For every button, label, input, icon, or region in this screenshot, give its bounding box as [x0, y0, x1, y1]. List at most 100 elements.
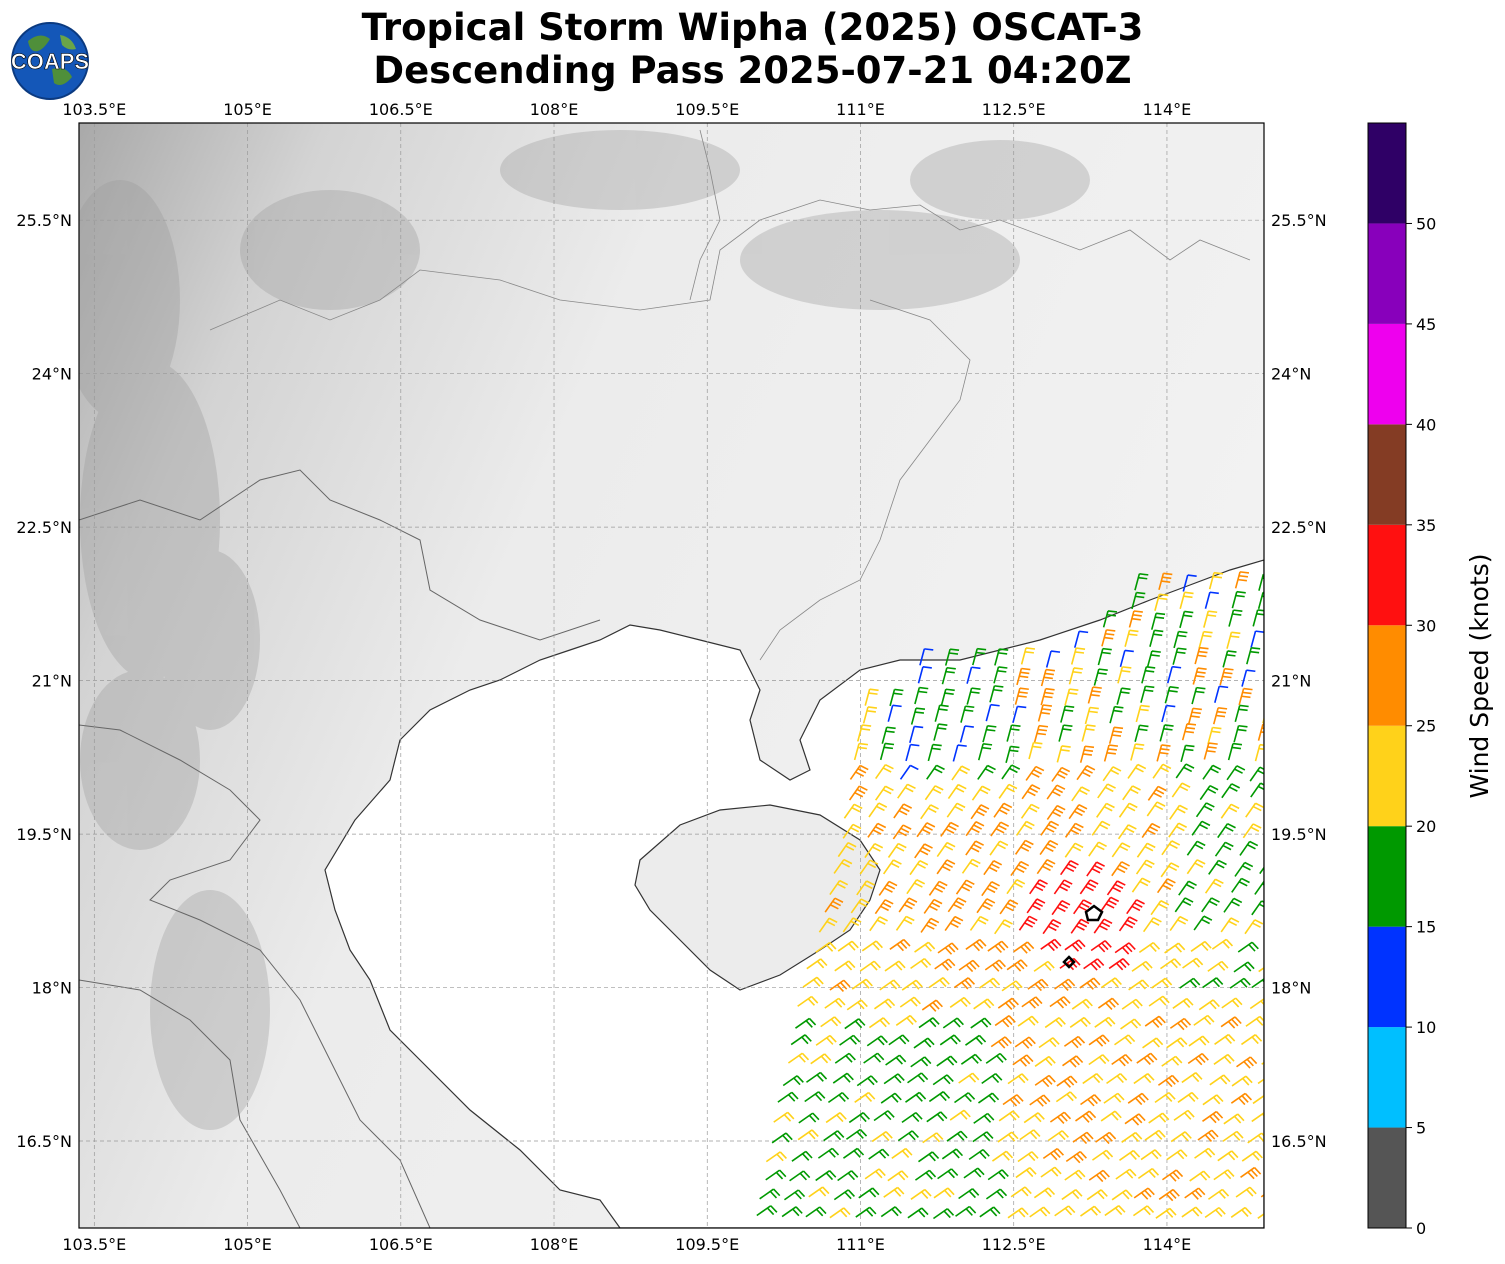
lon-tick-label-bottom: 109.5°E	[675, 1235, 739, 1254]
wind-barb	[1227, 742, 1243, 761]
wind-barb	[1100, 896, 1120, 912]
wind-barb	[999, 899, 1019, 915]
wind-barb	[1007, 1207, 1029, 1219]
colorbar-tick-label: 40	[1416, 415, 1436, 434]
wind-barb	[1173, 630, 1188, 649]
lat-tick-label-left: 21°N	[32, 672, 72, 691]
wind-barb	[1170, 1131, 1192, 1143]
wind-barb	[1079, 745, 1095, 763]
wind-barb	[1049, 1111, 1072, 1124]
wind-barb	[874, 998, 896, 1010]
wind-barb	[970, 804, 990, 820]
wind-barb	[1257, 1213, 1264, 1219]
wind-barb	[936, 841, 956, 858]
wind-barb	[1204, 1206, 1226, 1219]
wind-barb	[850, 898, 870, 914]
wind-barb	[837, 1170, 859, 1182]
wind-barb	[1234, 571, 1250, 589]
lon-tick-label-bottom: 105°E	[223, 1235, 272, 1254]
wind-barb	[1095, 1131, 1117, 1145]
wind-barb	[1220, 1016, 1242, 1029]
wind-barb	[1073, 899, 1092, 915]
wind-barb	[1230, 1092, 1253, 1106]
wind-barb	[1097, 997, 1120, 1011]
wind-barb	[966, 666, 981, 684]
wind-barb	[1219, 667, 1234, 686]
wind-barb	[1161, 1055, 1183, 1067]
chart-title-line-2: Descending Pass 2025-07-21 04:20Z	[373, 49, 1132, 92]
wind-barb	[940, 688, 955, 706]
wind-barb	[1184, 1187, 1206, 1200]
wind-barb	[1133, 1073, 1155, 1085]
wind-barb	[972, 1131, 994, 1143]
wind-barb	[1042, 1147, 1065, 1161]
wind-barb	[1118, 802, 1138, 818]
wind-barb	[1168, 822, 1187, 838]
wind-barb	[851, 978, 873, 990]
wind-barb	[1126, 899, 1145, 915]
wind-barb	[1258, 966, 1264, 973]
wind-barb	[1198, 630, 1213, 649]
lon-tick-label-top: 106.5°E	[369, 100, 433, 119]
wind-barb	[1017, 1151, 1039, 1163]
wind-barb	[968, 1148, 990, 1161]
wind-barb	[997, 1131, 1019, 1143]
wind-barb	[1016, 667, 1031, 686]
wind-barb	[1046, 804, 1066, 821]
wind-barb	[1237, 941, 1259, 953]
wind-barb	[1056, 1075, 1078, 1088]
wind-barb	[1149, 629, 1164, 647]
wind-barb	[1204, 878, 1224, 894]
country-border	[79, 724, 431, 1228]
wind-barb	[1223, 897, 1243, 913]
wind-barb	[873, 1110, 895, 1122]
wind-barb	[918, 1151, 940, 1163]
hainan-island	[634, 804, 881, 991]
wind-barb	[1181, 1206, 1203, 1218]
wind-barb	[879, 979, 901, 991]
wind-barb	[1026, 898, 1046, 914]
wind-barb	[1086, 861, 1105, 877]
wind-barb	[936, 1055, 958, 1067]
wind-barb	[1164, 686, 1179, 704]
wind-barb	[1207, 1188, 1230, 1200]
wind-barb	[884, 960, 906, 972]
wind-barb	[1070, 647, 1086, 665]
colorbar-tick-label: 45	[1416, 315, 1436, 334]
wind-barb	[1006, 879, 1026, 895]
wind-barb	[790, 1034, 812, 1046]
wind-barb	[1128, 979, 1150, 991]
wind-barb	[1102, 766, 1122, 782]
wind-barb	[1233, 724, 1248, 743]
wind-barb	[880, 1206, 902, 1218]
wind-barb	[1060, 705, 1075, 723]
wind-barb	[914, 941, 936, 953]
lon-tick-label-bottom: 108°E	[530, 1235, 579, 1254]
wind-barb	[868, 1017, 891, 1029]
wind-barb	[987, 940, 1009, 953]
wind-barb	[1111, 1053, 1133, 1067]
wind-barb	[1131, 960, 1153, 972]
wind-barb	[1158, 1188, 1180, 1202]
wind-barb	[1229, 977, 1251, 989]
wind-barb	[806, 958, 828, 970]
colorbar-tick-label: 10	[1416, 1018, 1436, 1037]
wind-barb	[1124, 629, 1139, 647]
wind-barb	[1018, 915, 1038, 931]
wind-barb	[861, 940, 883, 952]
wind-barb	[1012, 705, 1027, 724]
wind-barb	[1166, 1037, 1188, 1049]
wind-barb	[806, 1071, 828, 1083]
wind-barb	[1226, 631, 1241, 649]
wind-barb	[1138, 941, 1161, 954]
wind-barb	[832, 1072, 854, 1084]
wind-barb	[1055, 1091, 1078, 1103]
wind-barb	[1257, 1078, 1264, 1085]
wind-barb	[909, 725, 924, 744]
wind-barb	[1117, 666, 1132, 684]
wind-barb	[1117, 824, 1137, 840]
wind-barb	[1179, 977, 1201, 989]
wind-barb	[1037, 704, 1052, 722]
lat-tick-label-right: 22.5°N	[1271, 518, 1327, 537]
wind-barb	[1217, 822, 1236, 839]
